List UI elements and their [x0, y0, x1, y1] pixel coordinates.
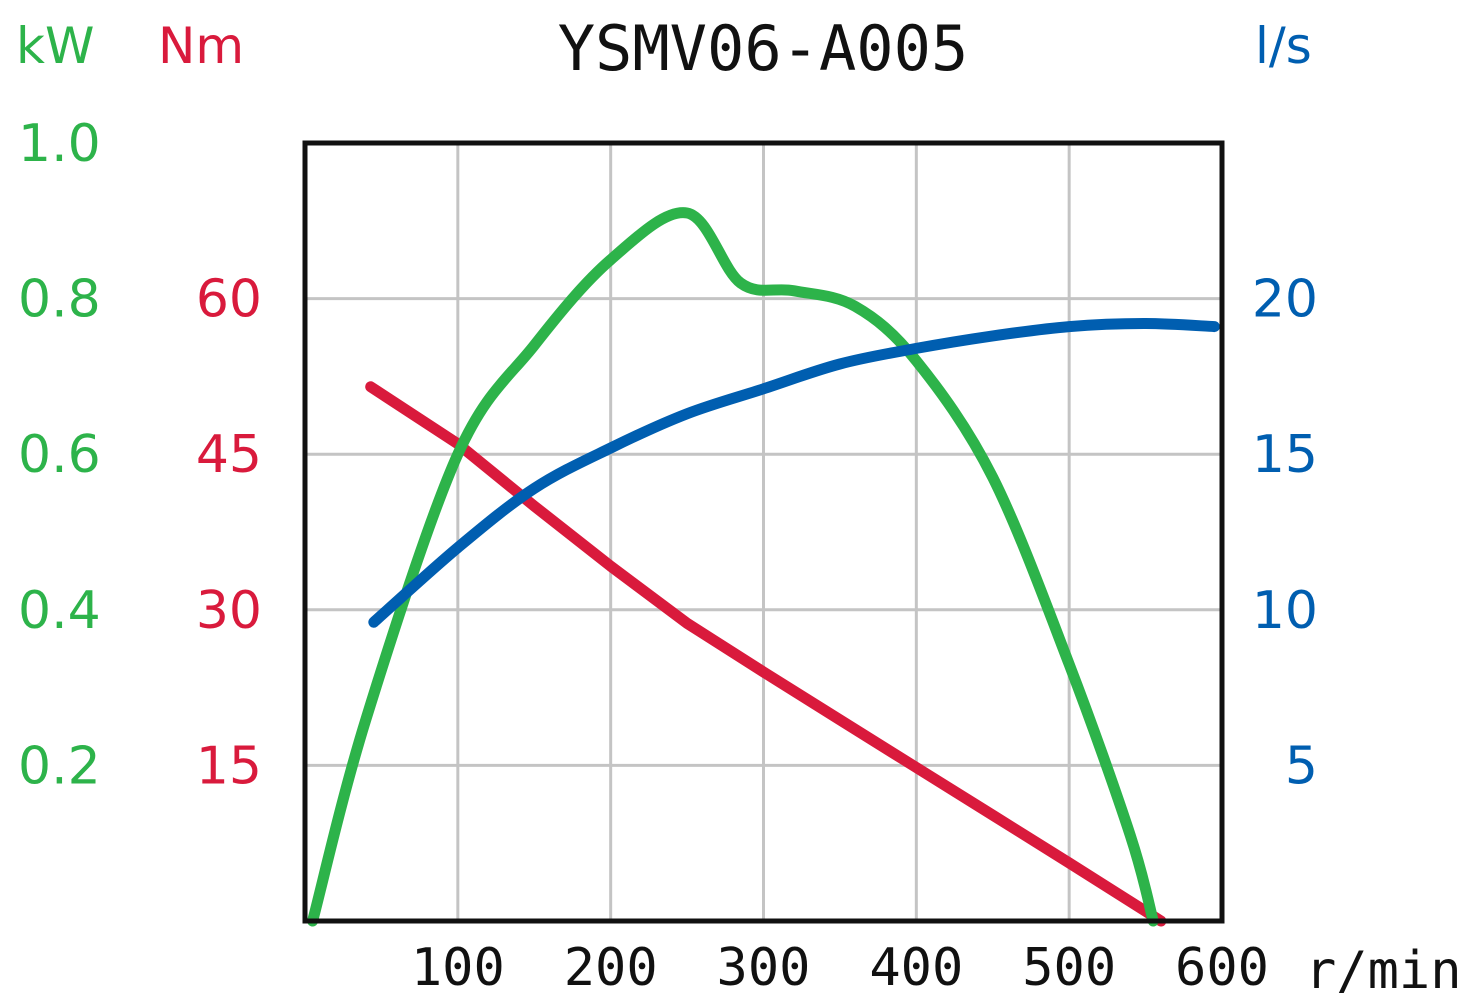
- flow-tick-label: 15: [1252, 425, 1318, 485]
- plot-frame: [302, 140, 1225, 924]
- x-tick-label: 400: [869, 938, 963, 998]
- torque-tick-label: 15: [196, 736, 262, 796]
- power-tick-label: 0.4: [18, 581, 101, 641]
- flow-axis-unit: l/s: [1255, 17, 1312, 75]
- torque-axis-unit: Nm: [158, 17, 244, 75]
- x-tick-label: 200: [564, 938, 658, 998]
- power-tick-label: 1.0: [18, 114, 101, 174]
- x-tick-label: 600: [1175, 938, 1269, 998]
- series-lines: [307, 207, 1220, 927]
- power-tick-label: 0.6: [18, 425, 101, 485]
- flow-tick-label: 20: [1252, 270, 1318, 330]
- flow-tick-label: 5: [1285, 736, 1318, 796]
- torque-tick-label: 60: [196, 270, 262, 330]
- torque-tick-label: 45: [196, 425, 262, 485]
- x-axis-label: r/min: [1305, 941, 1462, 1001]
- chart-title: YSMV06-A005: [558, 12, 969, 85]
- power-tick-label: 0.8: [18, 270, 101, 330]
- flow-tick-label: 10: [1252, 581, 1318, 641]
- torque-curve: [365, 381, 1167, 927]
- power-axis-unit: kW: [16, 17, 94, 75]
- power-curve: [307, 207, 1159, 927]
- torque-tick-label: 30: [196, 581, 262, 641]
- flow-rate-curve: [368, 318, 1220, 628]
- x-tick-label: 100: [411, 938, 505, 998]
- x-tick-label: 300: [717, 938, 811, 998]
- tick-labels: 100 200 300 400 500 600 0.2 0.4 0.6 0.8 1.0 15 30 45 6…: [18, 114, 1318, 998]
- grid: [305, 143, 1222, 921]
- x-tick-label: 500: [1022, 938, 1116, 998]
- power-tick-label: 0.2: [18, 736, 101, 796]
